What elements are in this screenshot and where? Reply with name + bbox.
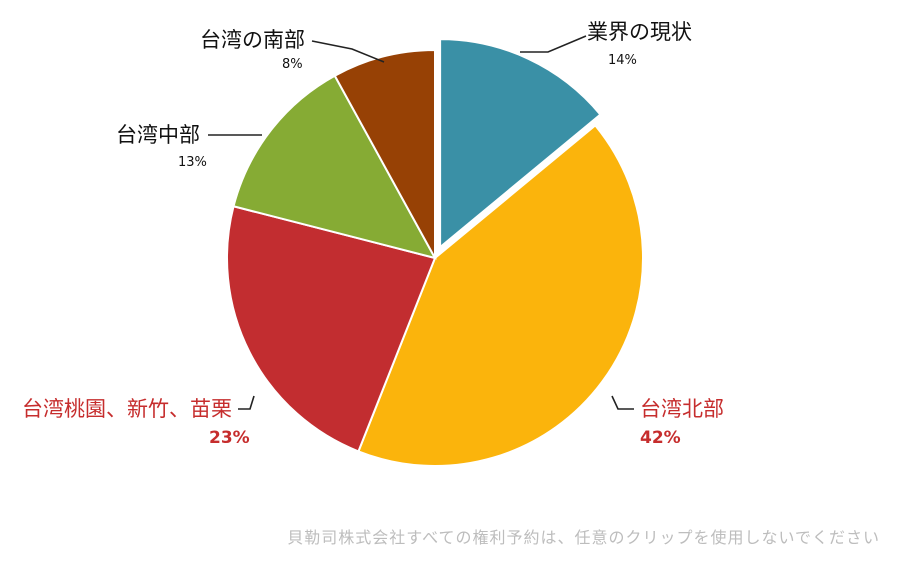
leader-line <box>611 395 634 410</box>
slice-label: 台湾桃園、新竹、苗栗 <box>22 397 232 421</box>
pie-labels: 業界の現状 14% 台湾北部 42% 台湾桃園、新竹、苗栗 23% 台湾中部 13% 台湾の南部… <box>22 20 724 448</box>
leader-line <box>520 35 587 53</box>
pie-slice <box>439 38 602 250</box>
leader-line <box>311 40 385 63</box>
pie-slice <box>333 48 436 259</box>
slice-percent-label: 23% <box>209 428 250 448</box>
leader-line <box>238 395 255 410</box>
slice-percent-label: 13% <box>178 155 207 170</box>
copyright-notice: 貝勒司株式会社すべての権利予約は、任意のクリップを使用しないでください <box>287 528 880 547</box>
pie-slices <box>226 38 644 467</box>
slice-label: 台湾中部 <box>116 123 200 147</box>
pie-slice <box>226 205 437 453</box>
pie-slice <box>232 74 437 260</box>
slice-label: 台湾の南部 <box>200 28 305 52</box>
slice-percent-label: 42% <box>640 428 681 448</box>
slice-percent-label: 14% <box>608 53 637 68</box>
slice-percent-label: 8% <box>282 57 303 72</box>
pie-slice <box>357 124 644 467</box>
slice-label: 台湾北部 <box>640 397 724 421</box>
slice-label: 業界の現状 <box>587 20 692 44</box>
